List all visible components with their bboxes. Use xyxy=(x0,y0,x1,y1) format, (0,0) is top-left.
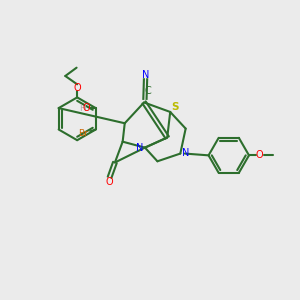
Text: N: N xyxy=(142,70,149,80)
Text: O: O xyxy=(74,82,81,93)
Text: Br: Br xyxy=(78,129,88,138)
Text: C: C xyxy=(145,85,151,96)
Text: N: N xyxy=(136,143,143,153)
Text: S: S xyxy=(171,102,179,112)
Text: O: O xyxy=(83,103,91,113)
Text: H: H xyxy=(79,103,86,112)
Text: O: O xyxy=(256,150,263,160)
Text: N: N xyxy=(182,148,189,158)
Text: O: O xyxy=(105,176,113,187)
